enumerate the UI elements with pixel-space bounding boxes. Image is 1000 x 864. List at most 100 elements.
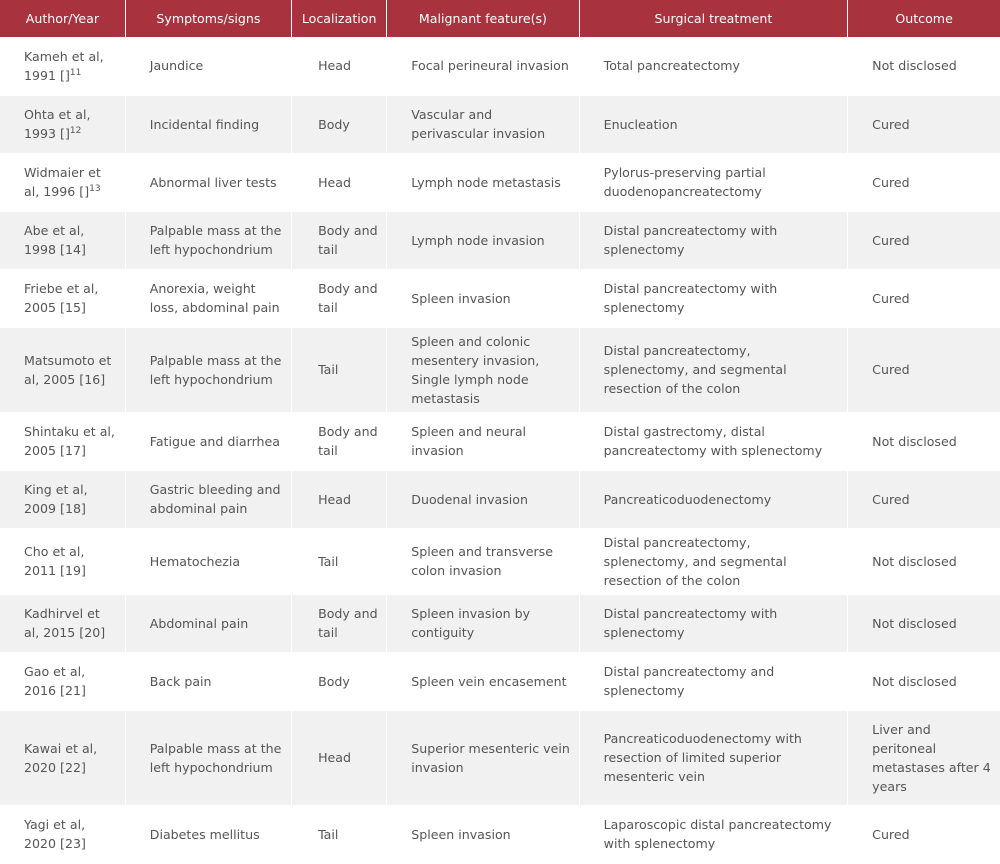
table-row: Cho et al, 2011 [19] Hematochezia Tail Sple… xyxy=(0,528,1000,595)
localization-cell-text: Body and tail xyxy=(318,424,378,458)
localization-cell-text: Head xyxy=(318,58,352,74)
symptoms-cell-text: Anorexia, weight loss, abdominal pain xyxy=(149,281,280,315)
outcome-cell: Cured xyxy=(847,211,1000,270)
author-cell-text: King et al, 2009 [18] xyxy=(24,482,88,516)
header-symptoms: Symptoms/signs xyxy=(125,0,293,37)
localization-cell-text: Tail xyxy=(318,362,339,377)
malignant-feature-cell-text: Duodenal invasion xyxy=(411,491,528,507)
table-header: Author/Year Symptoms/signs Localization … xyxy=(0,0,1000,37)
localization-cell: Body xyxy=(291,652,388,711)
outcome-cell: Not disclosed xyxy=(847,652,1000,711)
malignant-feature-cell: Superior mesenteric vein invasion xyxy=(386,710,580,806)
author-cell: Ohta et al, 1993 []12 xyxy=(0,95,126,154)
localization-cell-text: Body xyxy=(318,116,350,132)
author-cell: Kadhirvel et al, 2015 [20] xyxy=(0,594,126,653)
symptoms-cell-text: Gastric bleeding and abdominal pain xyxy=(149,482,281,516)
reference-superscript: 12 xyxy=(69,125,82,136)
table-row: Matsumoto et al, 2005 [16] Palpable mass … xyxy=(0,327,1000,413)
author-cell-text: Cho et al, 2011 [19] xyxy=(24,544,86,578)
header-surgical-treatment: Surgical treatment xyxy=(579,0,849,37)
outcome-cell-text: Cured xyxy=(872,232,910,248)
symptoms-cell: Gastric bleeding and abdominal pain xyxy=(125,470,293,529)
outcome-cell-text: Not disclosed xyxy=(872,615,957,631)
surgical-treatment-cell-text: Pancreaticoduodenectomy with resection o… xyxy=(603,731,802,784)
surgical-treatment-cell: Distal pancreatectomy with splenectomy xyxy=(579,211,849,270)
table-row: Friebe et al, 2005 [15] Anorexia, weight … xyxy=(0,269,1000,328)
malignant-feature-cell-text: Spleen vein encasement xyxy=(411,673,567,689)
surgical-treatment-cell: Pylorus-preserving partial duodenopancre… xyxy=(579,153,849,212)
malignant-feature-cell-text: Spleen and neural invasion xyxy=(411,424,527,458)
author-cell-text: Widmaier et al, 1996 [] xyxy=(24,165,101,199)
author-cell-text: Matsumoto et al, 2005 [16] xyxy=(24,352,112,387)
table-row: Yagi et al, 2020 [23] Diabetes mellitus Ta… xyxy=(0,805,1000,864)
outcome-cell: Cured xyxy=(847,327,1000,413)
localization-cell: Body and tail xyxy=(291,211,388,270)
surgical-treatment-cell: Distal pancreatectomy with splenectomy xyxy=(579,594,849,653)
outcome-cell-text: Not disclosed xyxy=(872,673,957,689)
table-row: King et al, 2009 [18] Gastric bleeding an… xyxy=(0,470,1000,529)
table-row: Widmaier et al, 1996 []13 Abnormal liver … xyxy=(0,153,1000,212)
outcome-cell: Liver and peritoneal metastases after 4 … xyxy=(847,710,1000,806)
header-outcome: Outcome xyxy=(847,0,1000,37)
localization-cell: Body and tail xyxy=(291,269,388,328)
malignant-feature-cell-text: Spleen and transverse colon invasion xyxy=(411,544,553,578)
malignant-feature-cell: Spleen and neural invasion xyxy=(386,412,580,471)
table-row: Abe et al, 1998 [14] Palpable mass at the… xyxy=(0,211,1000,270)
author-cell: Widmaier et al, 1996 []13 xyxy=(0,153,126,212)
malignant-feature-cell: Vascular and perivascular invasion xyxy=(386,95,580,154)
table-body: Kameh et al, 1991 []11 Jaundice Head Focal … xyxy=(0,37,1000,864)
localization-cell-text: Head xyxy=(318,750,352,765)
outcome-cell: Cured xyxy=(847,153,1000,212)
symptoms-cell-text: Jaundice xyxy=(149,58,204,74)
symptoms-cell: Palpable mass at the left hypochondrium xyxy=(125,327,293,413)
malignant-feature-cell: Spleen vein encasement xyxy=(386,652,580,711)
surgical-treatment-cell: Distal gastrectomy, distal pancreatectom… xyxy=(579,412,849,471)
localization-cell: Head xyxy=(291,37,388,96)
table-row: Kawai et al, 2020 [22] Palpable mass at t… xyxy=(0,710,1000,806)
surgical-treatment-cell: Laparoscopic distal pancreatectomy with … xyxy=(579,805,849,864)
symptoms-cell: Jaundice xyxy=(125,37,293,96)
malignant-feature-cell: Focal perineural invasion xyxy=(386,37,580,96)
malignant-feature-cell-text: Spleen and colonic mesentery invasion, S… xyxy=(411,333,540,406)
author-cell: Kameh et al, 1991 []11 xyxy=(0,37,126,96)
surgical-treatment-cell-text: Pylorus-preserving partial duodenopancre… xyxy=(603,165,766,199)
malignant-feature-cell: Spleen and transverse colon invasion xyxy=(386,528,580,595)
symptoms-cell: Palpable mass at the left hypochondrium xyxy=(125,211,293,270)
author-cell-text: Abe et al, 1998 [14] xyxy=(24,223,86,257)
outcome-cell: Not disclosed xyxy=(847,412,1000,471)
surgical-treatment-cell-text: Distal pancreatectomy and splenectomy xyxy=(603,664,775,698)
author-cell-text: Ohta et al, 1993 [] xyxy=(24,107,91,141)
surgical-treatment-cell: Distal pancreatectomy with splenectomy xyxy=(579,269,849,328)
surgical-treatment-cell-text: Distal pancreatectomy with splenectomy xyxy=(603,606,778,640)
surgical-treatment-cell-text: Total pancreatectomy xyxy=(603,58,741,74)
localization-cell: Body and tail xyxy=(291,594,388,653)
surgical-treatment-cell-text: Laparoscopic distal pancreatectomy with … xyxy=(603,817,832,851)
author-cell: Cho et al, 2011 [19] xyxy=(0,528,126,595)
symptoms-cell-text: Incidental finding xyxy=(149,116,260,132)
surgical-treatment-cell: Distal pancreatectomy and splenectomy xyxy=(579,652,849,711)
surgical-treatment-cell-text: Distal pancreatectomy with splenectomy xyxy=(603,281,778,315)
malignant-feature-cell: Duodenal invasion xyxy=(386,470,580,529)
symptoms-cell: Back pain xyxy=(125,652,293,711)
symptoms-cell-text: Palpable mass at the left hypochondrium xyxy=(149,740,282,775)
outcome-cell-text: Cured xyxy=(872,491,910,507)
outcome-cell-text: Not disclosed xyxy=(872,553,957,569)
symptoms-cell: Incidental finding xyxy=(125,95,293,154)
outcome-cell: Cured xyxy=(847,805,1000,864)
malignant-feature-cell-text: Vascular and perivascular invasion xyxy=(411,107,546,141)
localization-cell-text: Body and tail xyxy=(318,606,378,640)
symptoms-cell-text: Fatigue and diarrhea xyxy=(149,433,280,449)
localization-cell-text: Tail xyxy=(318,553,339,569)
outcome-cell: Cured xyxy=(847,470,1000,529)
localization-cell-text: Head xyxy=(318,491,352,507)
malignant-feature-cell-text: Spleen invasion by contiguity xyxy=(411,606,531,640)
malignant-feature-cell: Lymph node metastasis xyxy=(386,153,580,212)
outcome-cell-text: Not disclosed xyxy=(872,433,957,449)
author-cell-text: Kameh et al, 1991 [] xyxy=(24,48,104,83)
surgical-treatment-cell: Distal pancreatectomy, splenectomy, and … xyxy=(579,528,849,595)
localization-cell: Head xyxy=(291,470,388,529)
localization-cell: Head xyxy=(291,710,388,806)
symptoms-cell: Diabetes mellitus xyxy=(125,805,293,864)
symptoms-cell-text: Abdominal pain xyxy=(149,615,249,631)
author-cell-text: Friebe et al, 2005 [15] xyxy=(24,281,99,315)
